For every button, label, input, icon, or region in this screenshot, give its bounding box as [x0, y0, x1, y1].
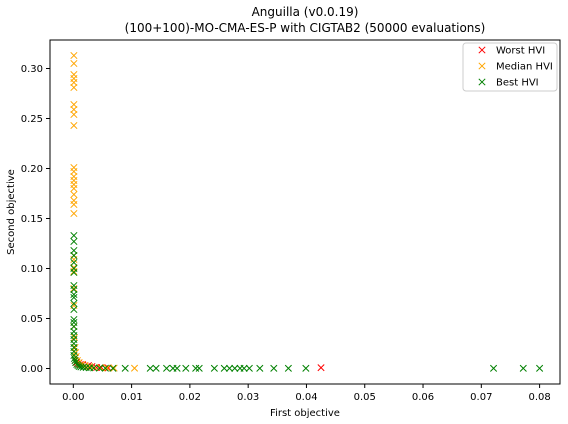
y-tick-label: 0.15	[21, 214, 43, 225]
legend-entry-label: Best HVI	[496, 78, 539, 89]
data-point	[71, 356, 79, 365]
data-point	[163, 364, 171, 372]
data-point	[70, 83, 78, 92]
chart-title: Anguilla (v0.0.19)	[252, 5, 359, 19]
plot-area	[70, 51, 544, 372]
series-median-hvi	[70, 51, 139, 372]
legend-marker	[478, 46, 486, 54]
legend-marker	[478, 78, 486, 86]
data-point	[95, 364, 104, 372]
data-point	[70, 167, 78, 176]
legend-entry-label: Median HVI	[496, 62, 553, 73]
data-point	[70, 190, 78, 199]
data-point	[70, 333, 79, 342]
data-point	[146, 364, 154, 372]
data-point	[302, 364, 310, 372]
data-point	[70, 299, 78, 308]
data-point	[70, 251, 78, 260]
data-point	[70, 78, 78, 87]
data-point	[192, 364, 200, 372]
data-point	[70, 237, 78, 246]
data-point	[70, 285, 78, 294]
data-point	[70, 267, 78, 276]
data-point	[70, 100, 78, 109]
data-point	[70, 293, 78, 302]
y-tick-label: 0.10	[21, 264, 43, 275]
x-axis: 0.00 0.01 0.02 0.03 0.04 0.05 0.06 0.07 0.08	[62, 384, 551, 403]
data-point	[103, 364, 111, 372]
y-tick-label: 0.25	[21, 114, 43, 125]
data-point	[70, 246, 78, 255]
data-point	[70, 105, 78, 114]
data-point	[519, 364, 527, 372]
data-point	[240, 364, 248, 372]
data-point	[70, 354, 79, 363]
data-point	[70, 268, 78, 277]
data-point	[284, 364, 292, 372]
x-tick-label: 0.08	[528, 392, 550, 403]
y-tick-label: 0.05	[21, 314, 43, 325]
y-tick-label: 0.00	[21, 364, 43, 375]
data-point	[270, 364, 278, 372]
data-point	[245, 364, 253, 372]
x-tick-label: 0.06	[412, 392, 434, 403]
data-point	[70, 110, 78, 119]
x-tick-label: 0.02	[179, 392, 201, 403]
data-point	[536, 364, 544, 372]
data-point	[109, 364, 117, 372]
data-point	[121, 364, 129, 372]
x-tick-label: 0.05	[354, 392, 376, 403]
x-tick-label: 0.07	[470, 392, 492, 403]
data-point	[110, 364, 118, 372]
legend-entry-label: Worst HVI	[496, 46, 545, 57]
data-point	[490, 364, 498, 372]
x-tick-label: 0.00	[62, 392, 84, 403]
data-point	[152, 364, 160, 372]
data-point	[70, 322, 78, 331]
data-point	[70, 231, 78, 240]
y-tick-label: 0.20	[21, 164, 43, 175]
data-point	[70, 315, 78, 324]
data-point	[195, 364, 203, 372]
x-axis-label: First objective	[270, 408, 340, 419]
legend-box	[462, 42, 558, 92]
data-point	[101, 364, 109, 372]
data-point	[173, 364, 181, 372]
data-point	[210, 364, 218, 372]
y-tick-label: 0.30	[21, 64, 43, 75]
data-point	[220, 364, 228, 372]
data-point	[70, 258, 78, 267]
data-point	[70, 305, 78, 314]
data-point	[317, 364, 325, 372]
chart-subtitle: (100+100)-MO-CMA-ES-P with CIGTAB2 (5000…	[125, 21, 486, 35]
y-axis-label: Second objective	[6, 169, 17, 255]
data-point	[182, 364, 190, 372]
data-point	[70, 284, 78, 293]
data-point	[256, 364, 264, 372]
legend: Worst HVI Median HVI Best HVI	[462, 42, 558, 92]
data-point	[70, 209, 78, 218]
data-point	[70, 51, 78, 60]
x-tick-label: 0.01	[120, 392, 142, 403]
plot-frame	[49, 39, 561, 385]
data-point	[70, 59, 78, 68]
data-point	[225, 364, 234, 372]
x-tick-label: 0.03	[237, 392, 259, 403]
data-point	[70, 200, 78, 209]
y-axis: 0.00 0.05 0.10 0.15 0.20 0.25 0.30	[21, 64, 50, 375]
data-point	[70, 184, 78, 193]
x-tick-label: 0.04	[295, 392, 317, 403]
series-best-hvi	[70, 231, 544, 372]
data-point	[70, 121, 78, 130]
data-point	[130, 364, 139, 372]
data-point	[79, 363, 87, 371]
data-point	[90, 364, 98, 372]
data-point	[70, 290, 78, 299]
data-point	[231, 364, 239, 372]
legend-marker	[478, 62, 486, 70]
